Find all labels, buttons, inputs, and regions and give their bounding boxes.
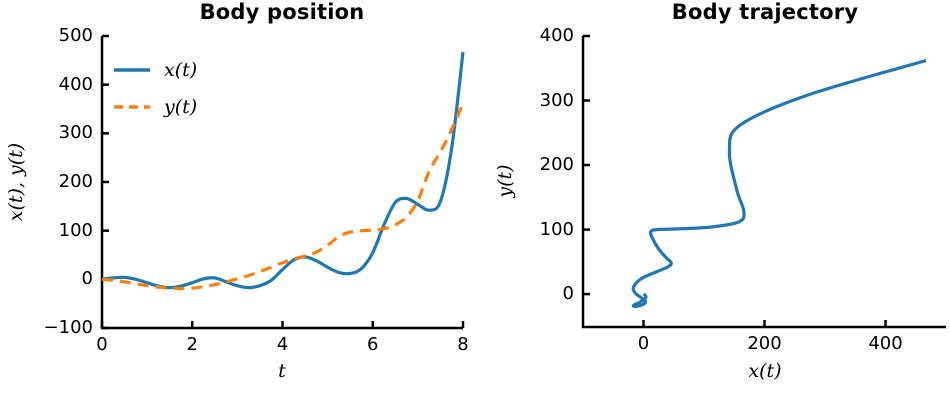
y-tick-label: 400 [58,73,93,95]
x-tick-label: 0 [637,333,650,354]
y-tick-label: 500 [58,25,93,46]
x-tick-label: 4 [276,334,289,355]
y-tick-label: 200 [58,171,93,192]
y-tick-label: 200 [539,154,574,176]
y-tick-label: 400 [539,25,574,46]
x-tick-label: 6 [367,334,379,355]
legend-entry-y: y(t) [113,88,197,125]
legend-label-x: x(t) [164,58,198,81]
x-axis-label: x(t) [748,360,782,382]
legend: x(t) y(t) [113,51,197,125]
x-tick-label: 400 [868,333,903,354]
series-line-y(t) [101,102,465,291]
legend-label-y: y(t) [164,95,198,118]
axis-spines [581,36,946,329]
x-tick-label: 2 [186,334,198,355]
y-tick-label: −100 [43,317,93,338]
x-tick-label: 8 [457,334,469,355]
y-tick-label: 300 [58,122,93,144]
y-tick-label: 100 [539,218,574,240]
y-tick-label: 0 [562,283,574,305]
series-line-trajectory [631,58,927,308]
x-axis-label: t [278,360,286,382]
legend-entry-x: x(t) [113,51,197,88]
x-tick-label: 200 [747,333,782,354]
y-tick-label: 0 [81,268,93,290]
legend-line-sample-y [114,104,150,109]
legend-line-sample-x [114,67,150,72]
y-tick-label: 300 [539,89,574,111]
y-tick-label: 100 [58,219,93,241]
chart-title: Body trajectory [671,0,859,24]
chart-title: Body position [199,0,365,24]
x-tick-label: 0 [96,334,108,355]
